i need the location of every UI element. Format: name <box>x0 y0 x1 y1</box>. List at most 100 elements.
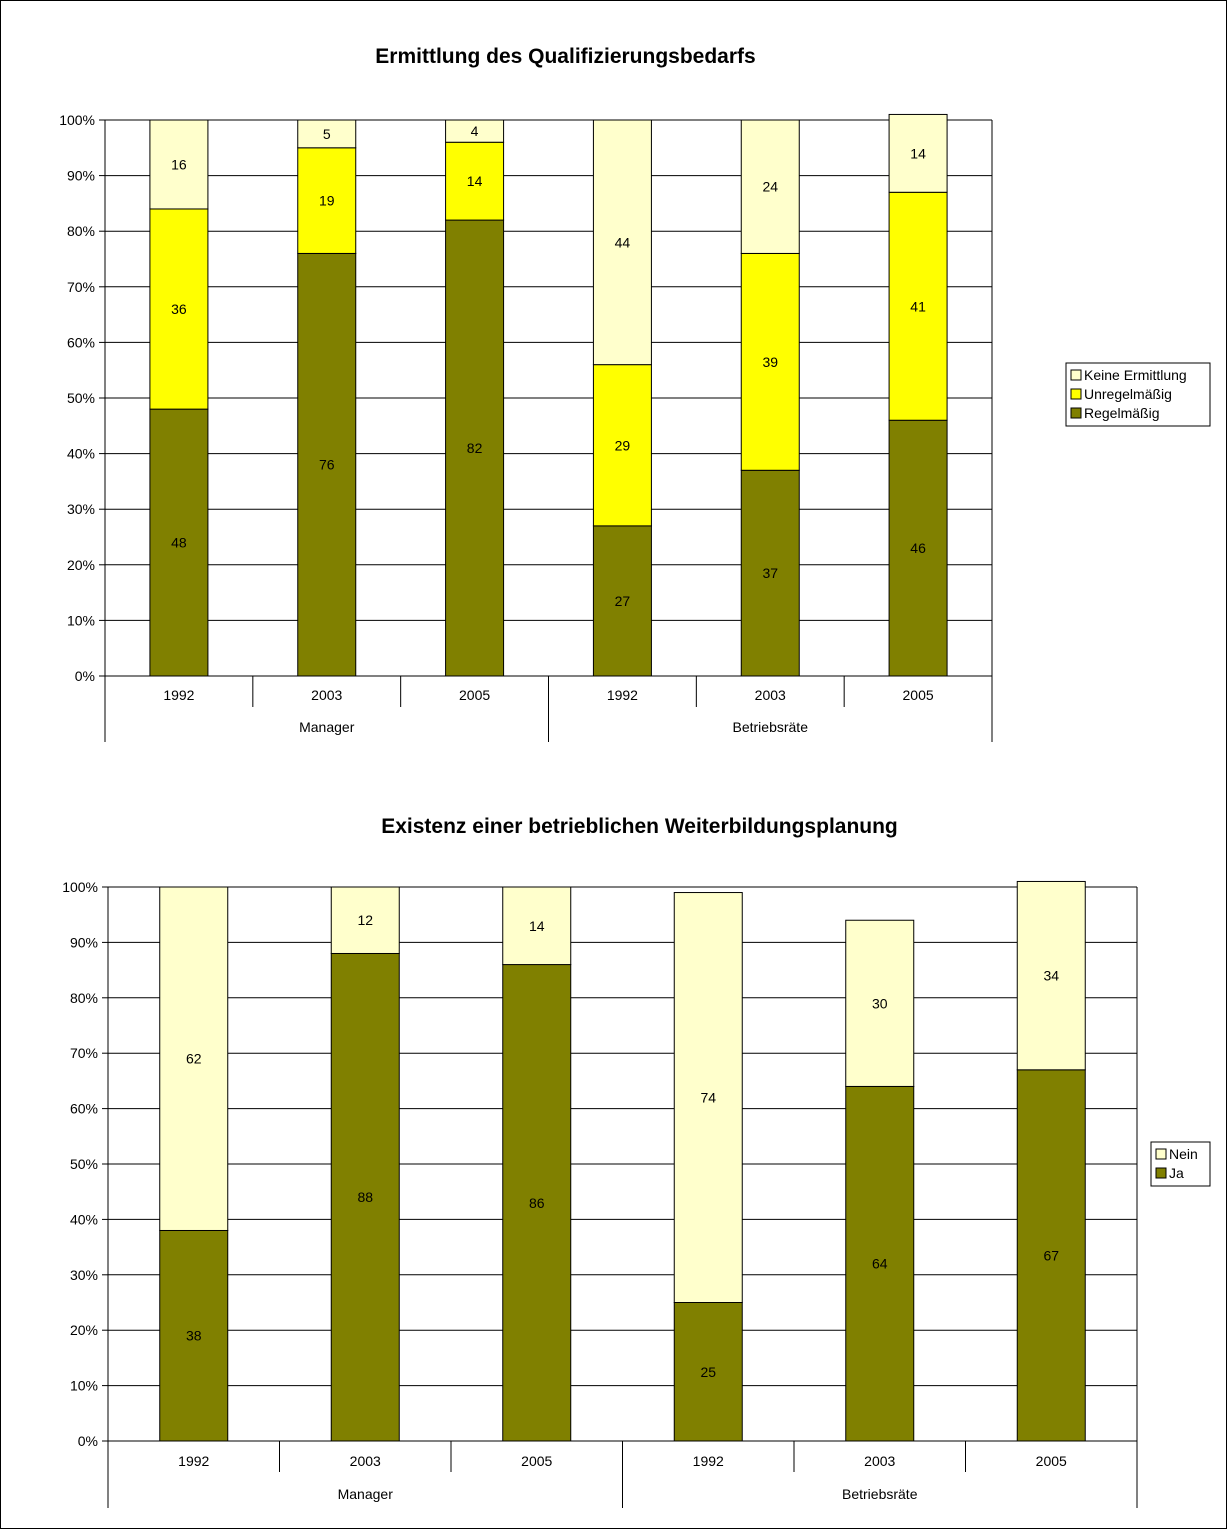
data-label: 5 <box>323 126 331 142</box>
data-label: 14 <box>529 918 545 934</box>
legend-entry: Keine Ermittlung <box>1084 367 1187 383</box>
y-tick-label: 60% <box>67 334 95 350</box>
data-label: 30 <box>872 995 888 1011</box>
y-tick-label: 60% <box>70 1101 98 1117</box>
y-tick-label: 50% <box>67 390 95 406</box>
y-tick-label: 70% <box>67 279 95 295</box>
y-tick-label: 90% <box>67 168 95 184</box>
bar-segment <box>888 191 948 421</box>
legend-swatch <box>1070 388 1082 400</box>
legend-swatch <box>1155 1167 1167 1179</box>
y-tick-label: 90% <box>70 934 98 950</box>
legend-swatch <box>1070 369 1082 381</box>
legend-entry: Unregelmäßig <box>1084 386 1172 402</box>
bar-segment <box>330 952 400 1442</box>
y-tick-label: 40% <box>67 446 95 462</box>
x-group-label: Betriebsräte <box>733 719 809 735</box>
x-group-label: Manager <box>299 719 355 735</box>
chart-2: Existenz einer betrieblichen Weiterbildu… <box>62 815 1211 1508</box>
x-group-label: Betriebsräte <box>842 1486 918 1502</box>
bar-segment <box>502 886 572 966</box>
legend-box <box>1065 362 1211 427</box>
legend-swatch <box>1070 407 1082 419</box>
x-category-label: 2005 <box>459 687 490 703</box>
bar-segment <box>445 141 505 221</box>
x-category-label: 2003 <box>311 687 342 703</box>
y-tick-label: 30% <box>70 1267 98 1283</box>
x-category-label: 2005 <box>903 687 934 703</box>
bar-segment <box>673 1302 743 1442</box>
data-label: 41 <box>910 298 926 314</box>
y-tick-label: 50% <box>70 1156 98 1172</box>
x-category-label: 2005 <box>521 1453 552 1469</box>
data-label: 44 <box>615 234 631 250</box>
bar-segment <box>673 892 743 1303</box>
data-label: 64 <box>872 1256 888 1272</box>
y-tick-label: 20% <box>70 1322 98 1338</box>
bar-segment <box>445 219 505 677</box>
data-label: 29 <box>615 437 631 453</box>
legend-swatch <box>1155 1148 1167 1160</box>
bar-segment <box>740 119 800 254</box>
data-label: 34 <box>1043 968 1059 984</box>
data-label: 37 <box>762 565 778 581</box>
bar-segment <box>592 525 652 677</box>
x-category-label: 1992 <box>693 1453 724 1469</box>
data-label: 4 <box>471 123 479 139</box>
data-label: 62 <box>186 1051 202 1067</box>
data-label: 19 <box>319 193 335 209</box>
bar-segment <box>1016 880 1086 1071</box>
data-label: 25 <box>700 1364 716 1380</box>
x-category-label: 1992 <box>178 1453 209 1469</box>
bar-segment <box>592 119 652 366</box>
x-category-label: 2003 <box>350 1453 381 1469</box>
bar-segment <box>845 1085 915 1442</box>
bar-segment <box>297 119 357 149</box>
y-tick-label: 80% <box>70 990 98 1006</box>
legend-entry: Nein <box>1169 1146 1198 1162</box>
bar-segment <box>149 119 209 210</box>
data-label: 48 <box>171 535 187 551</box>
x-category-label: 1992 <box>163 687 194 703</box>
bar-segment <box>445 119 505 143</box>
x-category-label: 2003 <box>755 687 786 703</box>
y-tick-label: 10% <box>67 612 95 628</box>
data-label: 12 <box>357 912 373 928</box>
y-tick-label: 80% <box>67 223 95 239</box>
y-tick-label: 20% <box>67 557 95 573</box>
y-tick-label: 40% <box>70 1211 98 1227</box>
data-label: 16 <box>171 156 187 172</box>
x-category-label: 2003 <box>864 1453 895 1469</box>
data-label: 88 <box>357 1189 373 1205</box>
data-label: 39 <box>762 354 778 370</box>
data-label: 36 <box>171 301 187 317</box>
y-tick-label: 100% <box>62 879 98 895</box>
legend-entry: Regelmäßig <box>1084 405 1159 421</box>
bar-segment <box>149 408 209 677</box>
y-tick-label: 0% <box>78 1433 98 1449</box>
y-tick-label: 0% <box>75 668 95 684</box>
data-label: 38 <box>186 1328 202 1344</box>
data-label: 67 <box>1043 1247 1059 1263</box>
data-label: 46 <box>910 540 926 556</box>
chart-1: Ermittlung des Qualifizierungsbedarfs 0% 1… <box>59 45 1211 742</box>
bar-segment <box>740 469 800 677</box>
bar-segment <box>888 419 948 677</box>
bar-segment <box>330 886 400 954</box>
bar-segment <box>1016 1069 1086 1442</box>
data-label: 76 <box>319 457 335 473</box>
y-tick-label: 70% <box>70 1045 98 1061</box>
bar-segment <box>159 1229 229 1442</box>
chart-title: Ermittlung des Qualifizierungsbedarfs <box>375 45 755 68</box>
data-label: 14 <box>910 145 926 161</box>
bar-segment <box>159 886 229 1231</box>
data-label: 27 <box>615 593 631 609</box>
x-category-label: 2005 <box>1036 1453 1067 1469</box>
y-tick-label: 30% <box>67 501 95 517</box>
data-label: 82 <box>467 440 483 456</box>
x-category-label: 1992 <box>607 687 638 703</box>
data-label: 74 <box>700 1090 716 1106</box>
bar-segment <box>297 147 357 254</box>
x-group-label: Manager <box>338 1486 394 1502</box>
